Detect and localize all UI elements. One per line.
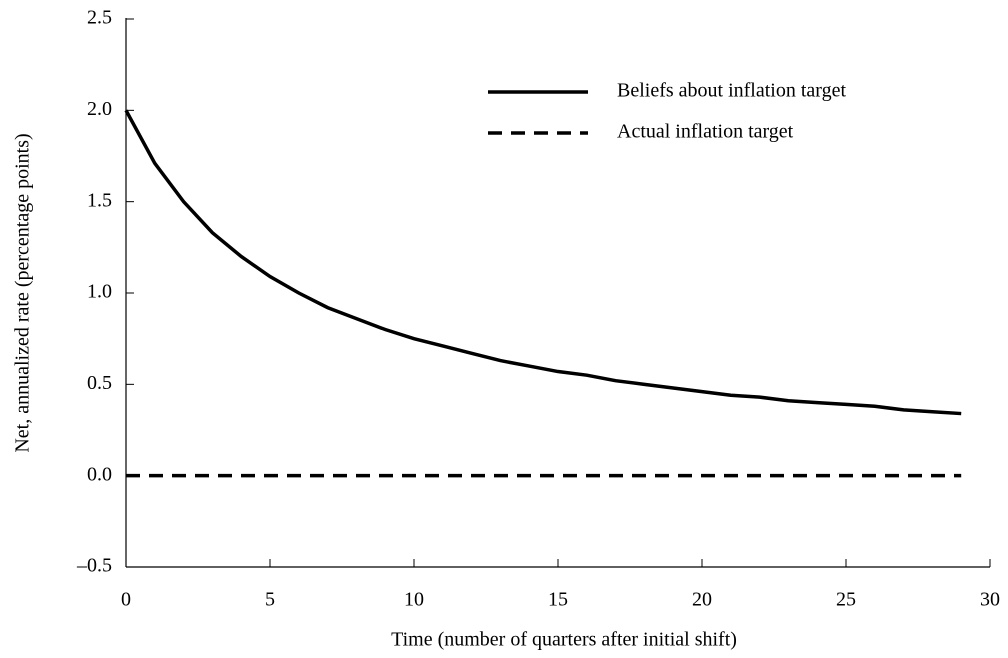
y-tick-label: 0.0 [87, 463, 112, 485]
x-tick-label: 15 [548, 589, 568, 611]
x-axis-label: Time (number of quarters after initial s… [391, 629, 737, 651]
y-tick-label: –0.5 [76, 555, 112, 577]
y-tick-label: 2.5 [87, 7, 112, 29]
y-tick-label: 0.5 [87, 372, 112, 394]
y-tick-label: 1.5 [87, 189, 112, 211]
x-tick-label: 0 [121, 589, 131, 611]
x-tick-label: 20 [692, 589, 712, 611]
x-tick-label: 30 [980, 589, 1000, 611]
x-tick-label: 10 [404, 589, 424, 611]
series-line [124, 109, 962, 416]
legend-label: Actual inflation target [617, 121, 794, 143]
x-tick-label: 25 [836, 589, 856, 611]
y-tick-label: 1.0 [87, 281, 112, 303]
y-tick-label: 2.0 [87, 98, 112, 120]
legend-label: Beliefs about inflation target [617, 80, 846, 102]
y-axis-label: Net, annualized rate (percentage points) [12, 133, 34, 452]
x-tick-label: 5 [265, 589, 275, 611]
